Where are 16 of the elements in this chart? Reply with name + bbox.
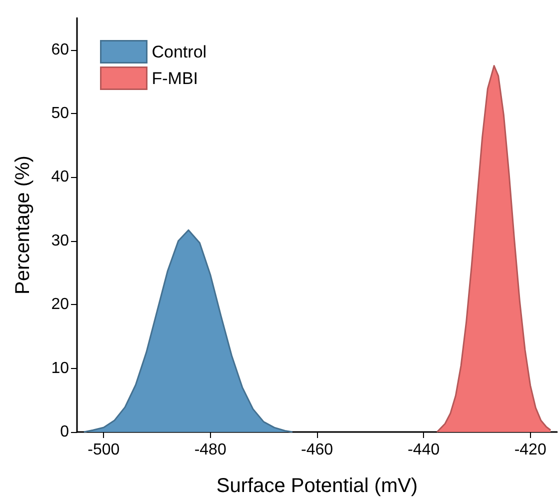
y-tick-label: 50 [51, 105, 70, 122]
y-tick-label: 0 [60, 424, 70, 440]
y-tick-label: 10 [51, 360, 70, 377]
y-tick-label: 20 [51, 296, 70, 314]
x-tick-label: -440 [408, 442, 440, 458]
y-tick-label: 60 [51, 41, 70, 58]
legend-label: F-MBI [152, 68, 198, 88]
y-axis-title: Percentage (%) [12, 156, 34, 294]
x-axis-title: Surface Potential (mV) [216, 475, 418, 497]
y-tick-label: 40 [51, 168, 70, 186]
x-tick-label: -500 [88, 442, 120, 458]
x-tick-label: -480 [194, 442, 226, 458]
x-tick-label: -460 [300, 442, 334, 458]
legend-label: Control [152, 42, 207, 62]
y-tick-label: 30 [51, 232, 70, 250]
x-tick-label: -420 [514, 442, 546, 458]
